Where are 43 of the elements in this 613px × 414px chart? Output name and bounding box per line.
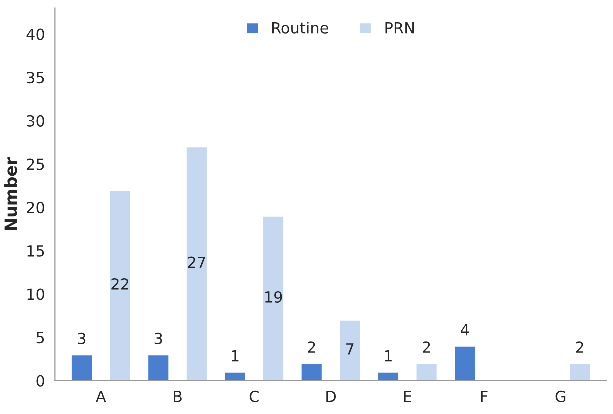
data-label: 1	[385, 350, 392, 362]
data-label: 27	[188, 256, 206, 268]
bar	[338, 320, 362, 381]
data-label: 2	[576, 342, 584, 353]
bar	[454, 346, 477, 381]
x-tick-label: D	[326, 391, 336, 402]
y-axis-title: Number	[4, 157, 18, 230]
x-tick-label: E	[404, 391, 412, 402]
x-tick-label: B	[174, 391, 182, 402]
data-label: 3	[78, 332, 86, 344]
y-tick-label: 25	[27, 158, 44, 170]
data-label: 22	[112, 278, 128, 290]
bar	[568, 362, 592, 381]
y-tick-label: 30	[27, 115, 44, 127]
bar	[147, 354, 170, 381]
data-label: 1	[232, 350, 239, 362]
y-tick-label: 10	[28, 288, 44, 300]
data-label: 3	[154, 332, 162, 344]
x-tick-label: F	[481, 391, 488, 402]
data-label: 2	[308, 342, 316, 353]
data-label: 7	[346, 344, 354, 355]
y-tick-label: 35	[27, 72, 44, 84]
data-label: 4	[461, 324, 470, 336]
x-tick-label: A	[96, 391, 106, 402]
bar	[224, 372, 247, 381]
bar	[186, 146, 208, 381]
legend-label: Routine	[272, 22, 328, 34]
bar	[415, 362, 438, 381]
y-tick-label: 40	[26, 28, 44, 40]
bar	[70, 354, 94, 381]
y-tick-label: 0	[36, 375, 44, 387]
y-tick-label: 20	[27, 202, 44, 214]
x-tick-label: G	[556, 390, 566, 402]
data-label: 2	[423, 342, 430, 353]
x-tick-label: C	[250, 390, 259, 402]
legend-label: PRN	[386, 22, 414, 34]
bar	[108, 190, 132, 381]
bar	[377, 372, 400, 381]
bar	[262, 216, 285, 381]
y-tick-label: 15	[28, 246, 44, 257]
y-tick-label: 5	[36, 332, 44, 344]
data-label: 19	[266, 291, 282, 303]
bar	[300, 362, 324, 381]
